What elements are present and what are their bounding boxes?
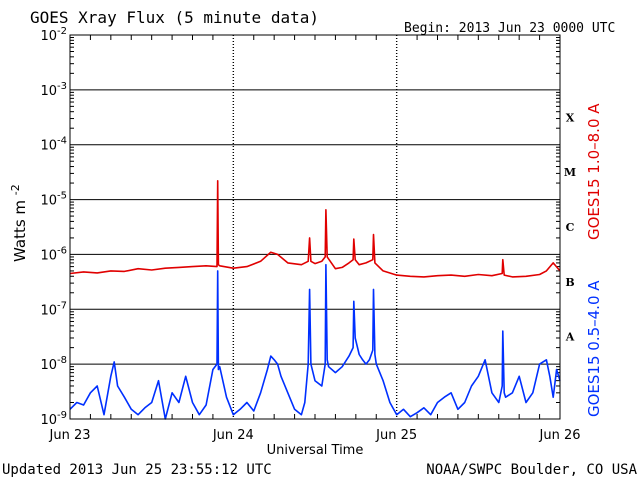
y-tick-label: 10-9 (40, 410, 67, 428)
y-tick-label: 10-5 (40, 191, 67, 209)
minor-tick-marks (70, 35, 560, 419)
y-tick-label: 10-2 (40, 26, 67, 44)
credit-label: NOAA/SWPC Boulder, CO USA (426, 462, 637, 478)
y-tick-label: 10-6 (40, 245, 67, 263)
series-layer (69, 180, 561, 420)
legend-series-long: GOES15 1.0–8.0 A (585, 103, 603, 240)
flare-class-label: M (564, 166, 576, 179)
series-line-long-wavelength (69, 180, 561, 278)
y-axis-tick-labels: 10-2 10-3 10-4 10-5 10-6 10-7 10-8 10-9 (40, 26, 67, 428)
updated-timestamp: Updated 2013 Jun 25 23:55:12 UTC (2, 462, 272, 478)
x-tick-label: Jun 25 (375, 428, 417, 443)
chart-title: GOES Xray Flux (5 minute data) (30, 8, 319, 27)
x-axis-label: Universal Time (267, 443, 364, 458)
flare-class-label: A (565, 331, 575, 344)
flare-class-label: X (566, 111, 575, 124)
y-tick-label: 10-4 (40, 136, 67, 154)
y-tick-label: 10-8 (40, 355, 67, 373)
y-axis-label-exponent: -2 (9, 184, 22, 195)
flare-class-labels: X M C B A (564, 111, 576, 343)
y-tick-label: 10-7 (40, 300, 67, 318)
series-line-short-wavelength (69, 263, 561, 420)
gridlines (70, 35, 560, 419)
flare-class-label: C (566, 221, 575, 234)
flare-class-label: B (565, 276, 574, 289)
legend-series-short: GOES15 0.5–4.0 A (585, 280, 603, 417)
plot-frame (69, 34, 561, 420)
y-axis-label: Watts m -2 (9, 184, 29, 262)
y-axis-label-text: Watts m (11, 200, 29, 262)
y-tick-label: 10-3 (40, 81, 67, 99)
x-tick-label: Jun 26 (539, 428, 581, 443)
begin-label: Begin: 2013 Jun 23 0000 UTC (404, 21, 615, 36)
x-tick-label: Jun 24 (212, 428, 254, 443)
x-tick-label: Jun 23 (49, 428, 91, 443)
x-axis-tick-labels: Jun 23 Jun 24 Jun 25 Jun 26 (49, 428, 581, 443)
